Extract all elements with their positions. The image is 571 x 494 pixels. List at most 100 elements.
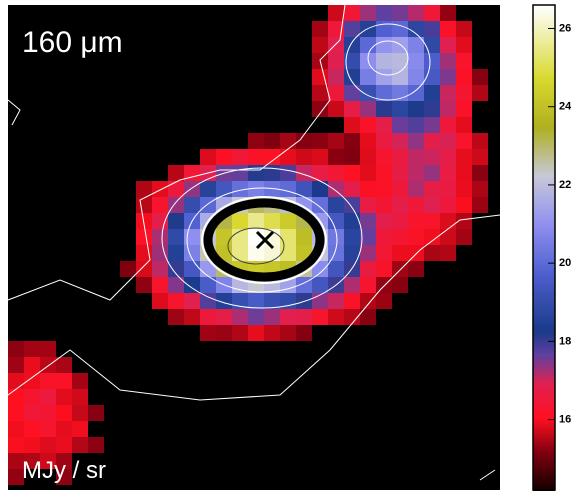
pixel [376,149,392,165]
colorbar-cell [533,15,555,17]
colorbar-cell [533,263,555,265]
colorbar-cell [533,429,555,431]
colorbar-cell [533,83,555,85]
pixel [424,53,440,69]
colorbar-cell [533,377,555,379]
colorbar-cell [533,23,555,25]
colorbar-cell [533,297,555,299]
pixel [24,373,40,389]
pixel [392,213,408,229]
pixel [232,245,248,261]
colorbar-cell [533,195,555,197]
pixel [136,197,152,213]
pixel [264,133,280,149]
pixel [424,85,440,101]
colorbar-cell [533,363,555,365]
pixel [328,85,344,101]
pixel [264,325,280,341]
colorbar: 160 180 200 220 240 260 [533,5,571,491]
pixel [152,277,168,293]
pixel [392,101,408,117]
pixel [24,421,40,437]
colorbar-cell [533,237,555,239]
pixel [8,469,24,485]
pixel [24,453,40,469]
pixel [344,117,360,133]
pixel [456,133,472,149]
pixel [328,309,344,325]
colorbar-cell [533,111,555,113]
colorbar-cell [533,471,555,473]
pixel [472,85,488,101]
pixel [424,149,440,165]
colorbar-cell [533,45,555,47]
pixel [392,117,408,133]
colorbar-cell [533,351,555,353]
pixel [136,229,152,245]
colorbar-cell [533,53,555,55]
colorbar-cell [533,215,555,217]
colorbar-cell [533,61,555,63]
pixel [472,149,488,165]
colorbar-cell [533,379,555,381]
colorbar-cell [533,81,555,83]
pixel [24,341,40,357]
pixel [424,37,440,53]
pixel [376,101,392,117]
pixel [472,197,488,213]
pixel [56,389,72,405]
pixel [360,293,376,309]
pixel [344,165,360,181]
pixel [424,245,440,261]
colorbar-cell [533,235,555,237]
pixel [424,213,440,229]
colorbar-cell [533,251,555,253]
pixel [72,421,88,437]
colorbar-cell [533,101,555,103]
pixel [312,165,328,181]
colorbar-cell [533,211,555,213]
pixel [312,21,328,37]
pixel [472,133,488,149]
pixel [440,53,456,69]
colorbar-cell [533,85,555,87]
colorbar-tick-label: 160 [559,414,571,426]
pixel [88,437,104,453]
pixel [136,277,152,293]
pixel [248,213,264,229]
pixel [440,21,456,37]
pixel [344,5,360,21]
colorbar-cell [533,153,555,155]
pixel [408,37,424,53]
colorbar-cell [533,97,555,99]
pixel [392,69,408,85]
colorbar-cell [533,333,555,335]
colorbar-cell [533,179,555,181]
colorbar-cell [533,383,555,385]
colorbar-cell [533,147,555,149]
colorbar-cell [533,431,555,433]
colorbar-cell [533,239,555,241]
pixel [72,373,88,389]
colorbar-cell [533,151,555,153]
colorbar-cell [533,259,555,261]
colorbar-cell [533,145,555,147]
colorbar-cell [533,31,555,33]
colorbar-cell [533,463,555,465]
colorbar-cell [533,293,555,295]
pixel [248,165,264,181]
pixel [216,325,232,341]
colorbar-cell [533,159,555,161]
colorbar-cell [533,411,555,413]
colorbar-cell [533,141,555,143]
colorbar-cell [533,271,555,273]
colorbar-cell [533,371,555,373]
pixel [248,181,264,197]
colorbar-cell [533,143,555,145]
colorbar-cell [533,209,555,211]
pixel [184,277,200,293]
pixel [248,245,264,261]
pixel [328,133,344,149]
colorbar-cell [533,435,555,437]
pixel [72,437,88,453]
